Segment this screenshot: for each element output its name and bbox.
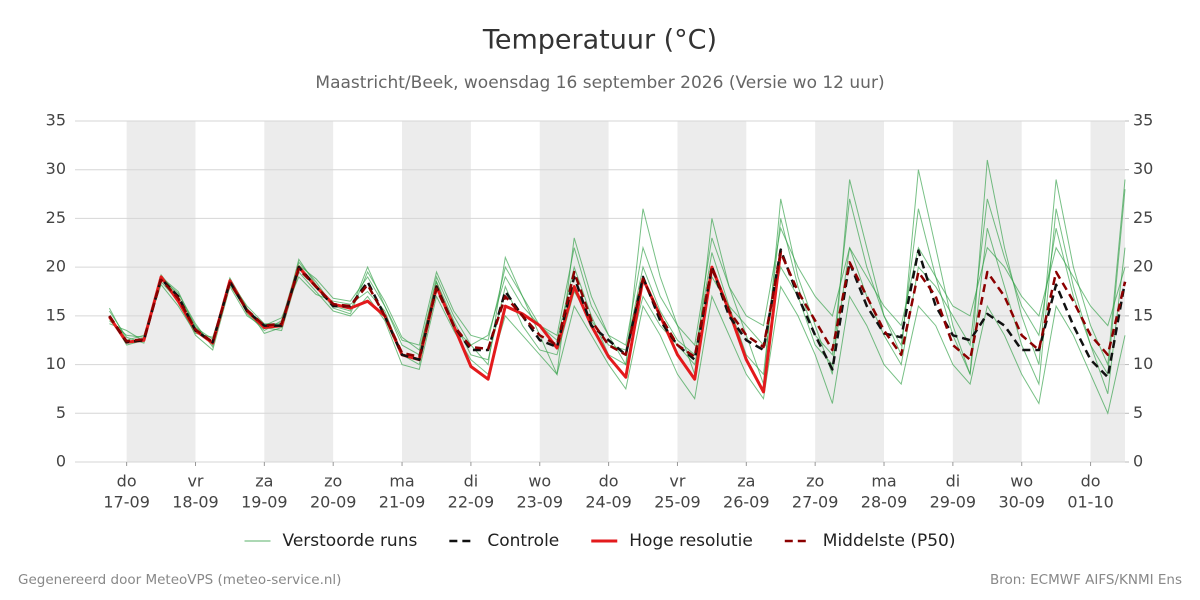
x-tick-label: zo xyxy=(806,472,824,491)
day-band xyxy=(952,121,1022,462)
x-tick-date: 26-09 xyxy=(723,493,770,512)
x-tick-label: do xyxy=(117,472,137,491)
x-tick-date: 27-09 xyxy=(792,493,839,512)
x-tick-date: 20-09 xyxy=(310,493,357,512)
footer-left: Gegenereerd door MeteoVPS (meteo-service… xyxy=(18,572,341,588)
x-tick-label: vr xyxy=(669,472,685,491)
chart-title: Temperatuur (°C) xyxy=(482,25,717,56)
y-tick-label: 25 xyxy=(46,208,66,227)
x-tick-label: di xyxy=(946,472,961,491)
y-tick-label: 30 xyxy=(46,159,66,178)
series-line xyxy=(108,248,1127,379)
y-tick-label: 20 xyxy=(46,257,66,276)
y2-tick-label: 15 xyxy=(1133,305,1153,324)
x-tick-date: 19-09 xyxy=(241,493,288,512)
ensemble-line xyxy=(108,270,1126,415)
day-band xyxy=(126,121,196,462)
x-tick-date: 01-10 xyxy=(1067,493,1114,512)
y2-tick-label: 0 xyxy=(1133,452,1143,471)
y-tick-label: 10 xyxy=(46,354,66,373)
x-tick-date: 18-09 xyxy=(172,493,219,512)
legend-label: Controle xyxy=(487,531,559,551)
x-tick-date: 24-09 xyxy=(585,493,632,512)
legend-label: Middelste (P50) xyxy=(823,531,956,551)
y-tick-label: 15 xyxy=(46,305,66,324)
x-tick-label: za xyxy=(255,472,273,491)
legend-label: Verstoorde runs xyxy=(283,531,418,551)
day-band xyxy=(677,121,747,462)
ensemble-line xyxy=(109,189,1126,376)
y2-tick-label: 35 xyxy=(1133,111,1153,130)
x-tick-label: wo xyxy=(528,472,551,491)
y-tick-label: 0 xyxy=(56,452,66,471)
x-tick-date: 30-09 xyxy=(998,493,1045,512)
footer-right: Bron: ECMWF AIFS/KNMI Ens xyxy=(990,572,1182,588)
ensemble-line xyxy=(109,226,1126,347)
x-tick-label: zo xyxy=(324,472,342,491)
x-tick-label: za xyxy=(737,472,755,491)
legend: Verstoorde runs Controle Hoge resolutie Mid… xyxy=(244,531,956,551)
x-tick-label: ma xyxy=(871,472,896,491)
x-tick-label: wo xyxy=(1010,472,1033,491)
legend-label: Hoge resolutie xyxy=(629,531,753,551)
x-tick-date: 17-09 xyxy=(103,493,150,512)
y-tick-label: 5 xyxy=(56,403,66,422)
x-tick-date: 28-09 xyxy=(861,493,908,512)
y2-tick-label: 30 xyxy=(1133,159,1153,178)
y2-tick-label: 10 xyxy=(1133,354,1153,373)
x-tick-label: do xyxy=(599,472,619,491)
y2-tick-label: 5 xyxy=(1133,403,1143,422)
x-tick-label: do xyxy=(1081,472,1101,491)
x-tick-date: 22-09 xyxy=(448,493,495,512)
day-band xyxy=(1090,121,1125,462)
day-shading xyxy=(75,120,1125,463)
x-tick-date: 21-09 xyxy=(379,493,426,512)
day-band xyxy=(815,121,885,462)
x-tick-label: ma xyxy=(389,472,414,491)
y-tick-label: 35 xyxy=(46,111,66,130)
x-tick-date: 25-09 xyxy=(654,493,701,512)
x-tick-date: 29-09 xyxy=(930,493,977,512)
x-tick-label: vr xyxy=(187,472,203,491)
plot-area xyxy=(108,159,1127,415)
x-tick-label: di xyxy=(464,472,479,491)
chart-subtitle: Maastricht/Beek, woensdag 16 september 2… xyxy=(315,73,884,93)
x-tick-date: 23-09 xyxy=(517,493,564,512)
series-line xyxy=(108,251,1127,361)
y2-tick-label: 20 xyxy=(1133,257,1153,276)
y2-tick-label: 25 xyxy=(1133,208,1153,227)
